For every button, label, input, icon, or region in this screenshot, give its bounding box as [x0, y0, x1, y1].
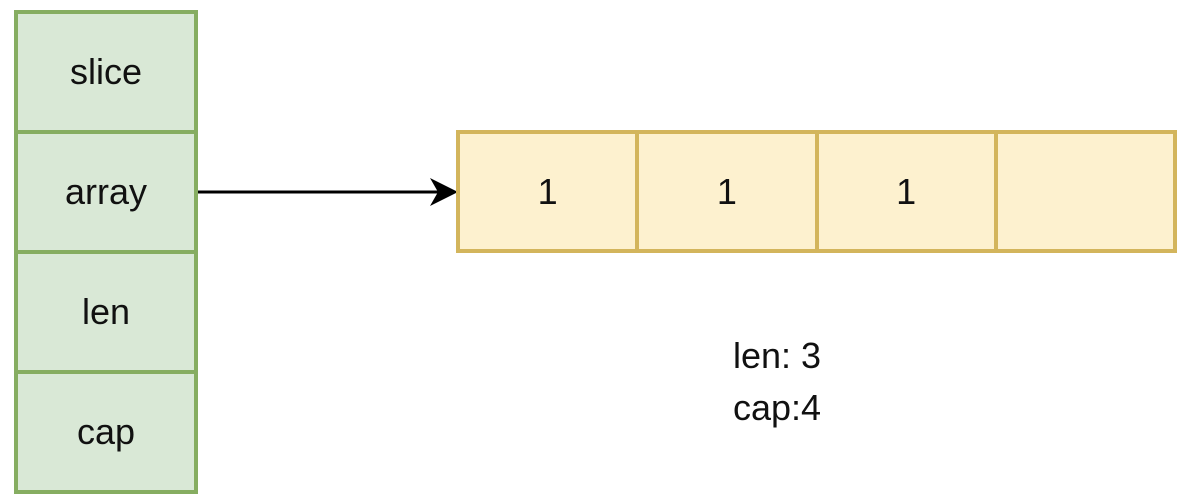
array-cell: 1 [635, 130, 819, 253]
slice-struct: slice array len cap [14, 10, 198, 494]
backing-array: 1 1 1 [456, 130, 1177, 253]
struct-field-array: array [14, 130, 198, 254]
struct-field-cap: cap [14, 370, 198, 494]
len-label: len: 3 [732, 335, 822, 376]
struct-field-len: len [14, 250, 198, 374]
array-cell-empty [993, 130, 1177, 253]
cap-label: cap:4 [732, 387, 822, 428]
struct-field-slice: slice [14, 10, 198, 134]
slice-info: len: 3 cap:4 [677, 330, 877, 434]
array-cell: 1 [456, 130, 640, 253]
array-cell: 1 [814, 130, 998, 253]
arrow-head [430, 178, 458, 206]
